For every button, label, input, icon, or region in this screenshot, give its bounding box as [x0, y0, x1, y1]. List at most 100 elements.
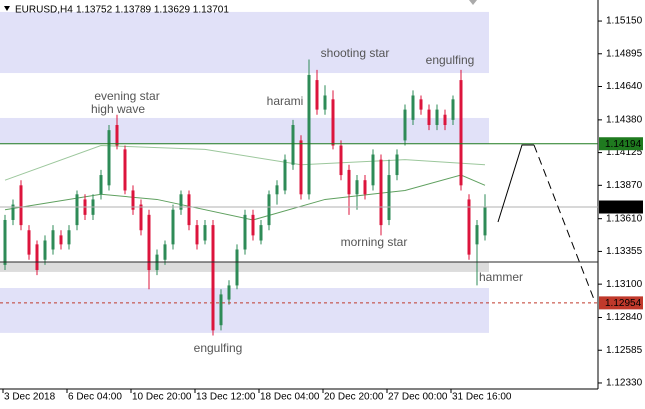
pattern-annotation: high wave — [91, 102, 145, 116]
candle-body — [299, 140, 303, 195]
candle-body — [323, 95, 327, 110]
candle-body — [483, 207, 487, 236]
candle-body — [171, 209, 175, 245]
candle-body — [291, 125, 295, 165]
pattern-annotation: shooting star — [321, 46, 390, 60]
header-marker — [4, 6, 10, 11]
candle-body — [355, 180, 359, 195]
y-tick-label: 1.14380 — [606, 115, 643, 126]
pattern-annotation: hammer — [479, 270, 523, 284]
y-tick-label: 1.13100 — [606, 279, 643, 290]
candle-body — [59, 235, 63, 245]
x-tick-label: 27 Dec 00:00 — [388, 392, 448, 403]
candle-body — [475, 225, 479, 245]
candle-body — [3, 219, 7, 265]
candle-body — [307, 74, 311, 195]
candle-body — [435, 109, 439, 126]
price-label-box — [599, 200, 643, 214]
candle-body — [347, 169, 351, 195]
candle-body — [27, 230, 31, 255]
candle-body — [419, 99, 423, 110]
candle-body — [107, 130, 111, 186]
candle-body — [195, 225, 199, 245]
candle-body — [459, 80, 463, 186]
x-tick-label: 18 Dec 04:00 — [260, 392, 320, 403]
candle-body — [11, 204, 15, 220]
y-tick-label: 1.12840 — [606, 312, 643, 323]
zone — [0, 261, 489, 272]
y-tick-label: 1.12585 — [606, 345, 643, 356]
candle-body — [211, 225, 215, 331]
candle-body — [227, 285, 231, 300]
candle-body — [35, 244, 39, 271]
candle-body — [115, 125, 119, 146]
moving-average — [4, 145, 486, 181]
candle-body — [411, 95, 415, 120]
pattern-annotation: engulfing — [426, 53, 475, 67]
moving-average — [4, 174, 486, 221]
candle-body — [315, 80, 319, 110]
candle-body — [427, 109, 431, 126]
candle-body — [163, 244, 167, 260]
candle-body — [99, 175, 103, 195]
projection-line — [533, 144, 596, 303]
candle-body — [203, 225, 207, 241]
price-label: 1.12954 — [605, 298, 642, 309]
zone — [0, 287, 489, 333]
y-tick-label: 1.13355 — [606, 246, 643, 257]
candle-body — [339, 145, 343, 176]
candle-body — [187, 194, 191, 226]
candle-body — [267, 194, 271, 226]
candle-body — [259, 225, 263, 241]
candle-body — [67, 230, 71, 245]
candle-body — [371, 154, 375, 186]
candle-body — [379, 159, 383, 226]
candle-body — [235, 249, 239, 286]
y-tick-label: 1.13610 — [606, 213, 643, 224]
zone — [0, 11, 489, 74]
candle-body — [179, 194, 183, 210]
pattern-annotation: morning star — [341, 235, 408, 249]
candle-body — [331, 99, 335, 146]
candle-body — [395, 154, 399, 176]
projection-line — [497, 144, 534, 223]
candle-body — [283, 159, 287, 191]
candle-body — [403, 109, 407, 141]
candle-body — [219, 294, 223, 326]
candle-body — [131, 190, 135, 210]
x-tick-label: 10 Dec 20:00 — [132, 392, 192, 403]
candle-body — [139, 204, 143, 231]
pattern-annotation: evening star — [94, 89, 159, 103]
candle-body — [451, 99, 455, 120]
price-label-box — [599, 296, 643, 310]
candle-body — [443, 114, 447, 126]
candle-body — [467, 199, 471, 255]
y-tick-label: 1.13870 — [606, 180, 643, 191]
x-tick-label: 6 Dec 04:00 — [68, 392, 122, 403]
y-tick-label: 1.14125 — [606, 147, 643, 158]
y-tick-label: 1.12330 — [606, 378, 643, 389]
candle-body — [75, 194, 79, 226]
candle-body — [275, 185, 279, 195]
candle-body — [251, 214, 255, 236]
price-label-box — [599, 137, 643, 151]
candle-body — [363, 180, 367, 195]
candle-body — [51, 230, 55, 250]
candle-body — [147, 214, 151, 271]
zone — [0, 117, 489, 144]
x-tick-label: 13 Dec 12:00 — [196, 392, 256, 403]
price-label: 1.13701 — [605, 202, 642, 213]
plot: 1.14194 1.13701 1.12954 shooting star engulf… — [0, 46, 643, 355]
candle-body — [19, 185, 23, 226]
candle-body — [243, 214, 247, 250]
price-label: 1.14194 — [605, 139, 642, 150]
x-tick-label: 20 Dec 20:00 — [324, 392, 384, 403]
candle-body — [387, 175, 391, 220]
zones — [0, 11, 489, 333]
pattern-annotation: harami — [267, 94, 304, 108]
y-tick-label: 1.14895 — [606, 48, 643, 59]
x-tick-label: 31 Dec 16:00 — [452, 392, 512, 403]
